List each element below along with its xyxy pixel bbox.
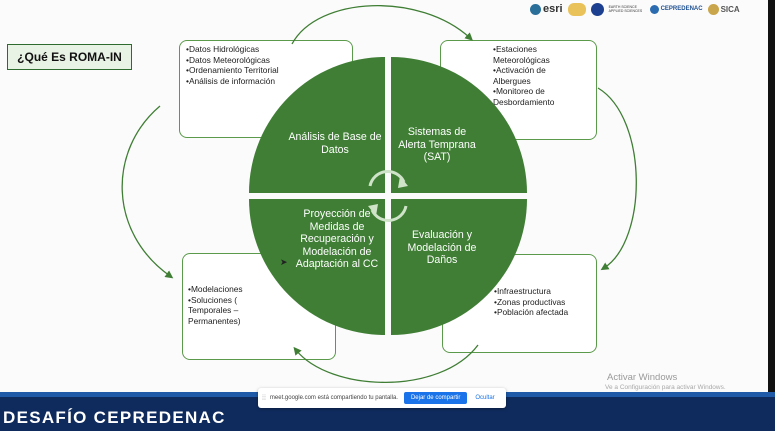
list-item: Análisis de información <box>186 76 352 87</box>
earth-science-logo: EARTH SCIENCE APPLIED SCIENCES <box>608 5 643 13</box>
drag-handle-icon[interactable]: ⁞⁞ <box>262 394 266 402</box>
quadrant-top-right <box>391 57 527 193</box>
list-item: Activación de Albergues <box>493 65 571 86</box>
list-item: Ordenamiento Territorial <box>186 65 352 76</box>
arrowhead-icon <box>368 204 378 216</box>
hide-button[interactable]: Ocultar <box>475 395 495 401</box>
list-item: Modelaciones <box>188 284 260 295</box>
list-item: Población afectada <box>494 307 596 318</box>
esri-logo: esri <box>530 3 563 15</box>
window-edge <box>768 0 775 392</box>
quadrant-label-proyeccion: Proyección de Medidas de Recuperación y … <box>295 208 379 270</box>
list-item: Estaciones Meteorológicas <box>493 44 571 65</box>
screen-share-bar: ⁞⁞ meet.google.com está compartiendo tu … <box>258 388 506 408</box>
list-item: Datos Hidrológicas <box>186 44 352 55</box>
cycle-diagram <box>121 5 637 384</box>
arrowhead-icon <box>398 176 408 188</box>
presentation-slide: esri EARTH SCIENCE APPLIED SCIENCES CEPR… <box>0 0 775 392</box>
cycle-arrow-left <box>121 105 174 279</box>
quadrant-label-evaluacion: Evaluación y Modelación de Daños <box>407 229 477 266</box>
badge-logo-icon <box>567 2 586 16</box>
slide-title: ¿Qué Es ROMA-IN <box>7 44 132 70</box>
globe-icon <box>530 3 541 15</box>
activation-watermark-title: Activar Windows <box>607 372 678 383</box>
quadrant-label-sat: Sistemas de Alerta Temprana (SAT) <box>398 126 476 163</box>
share-message: meet.google.com está compartiendo tu pan… <box>269 395 398 401</box>
quadrant-bottom-left <box>249 199 385 335</box>
activation-watermark-subtitle: Ve a Configuración para activar Windows. <box>605 384 726 391</box>
list-item: Infraestructura <box>494 286 596 297</box>
list-item: Datos Meteorológicas <box>186 55 352 66</box>
cepredenac-logo: CEPREDENAC <box>649 4 703 14</box>
quadrant-top-left <box>249 57 385 193</box>
mouse-cursor-icon: ➤ <box>280 257 288 267</box>
quadrant-label-analisis: Análisis de Base de Datos <box>288 131 382 156</box>
list-item: Zonas productivas <box>494 297 596 308</box>
cycle-arrow-right <box>597 87 637 271</box>
cycle-arrow-bottom <box>293 344 479 384</box>
sica-logo: SICA <box>707 3 740 15</box>
quadrant-bottom-right <box>391 199 527 335</box>
list-item: Monitoreo de Desbordamiento <box>493 86 571 107</box>
logo-strip: esri EARTH SCIENCE APPLIED SCIENCES CEPR… <box>530 0 740 18</box>
cepredenac-emblem-icon <box>649 4 659 14</box>
sica-emblem-icon <box>707 3 719 15</box>
stop-sharing-button[interactable]: Dejar de compartir <box>403 392 468 404</box>
cycle-arrow-top <box>291 5 473 45</box>
list-item: Soluciones ( Temporales – Permanentes) <box>188 295 260 327</box>
nasa-logo-icon <box>590 2 604 16</box>
footer-title: DESAFÍO CEPREDENAC <box>3 408 226 427</box>
